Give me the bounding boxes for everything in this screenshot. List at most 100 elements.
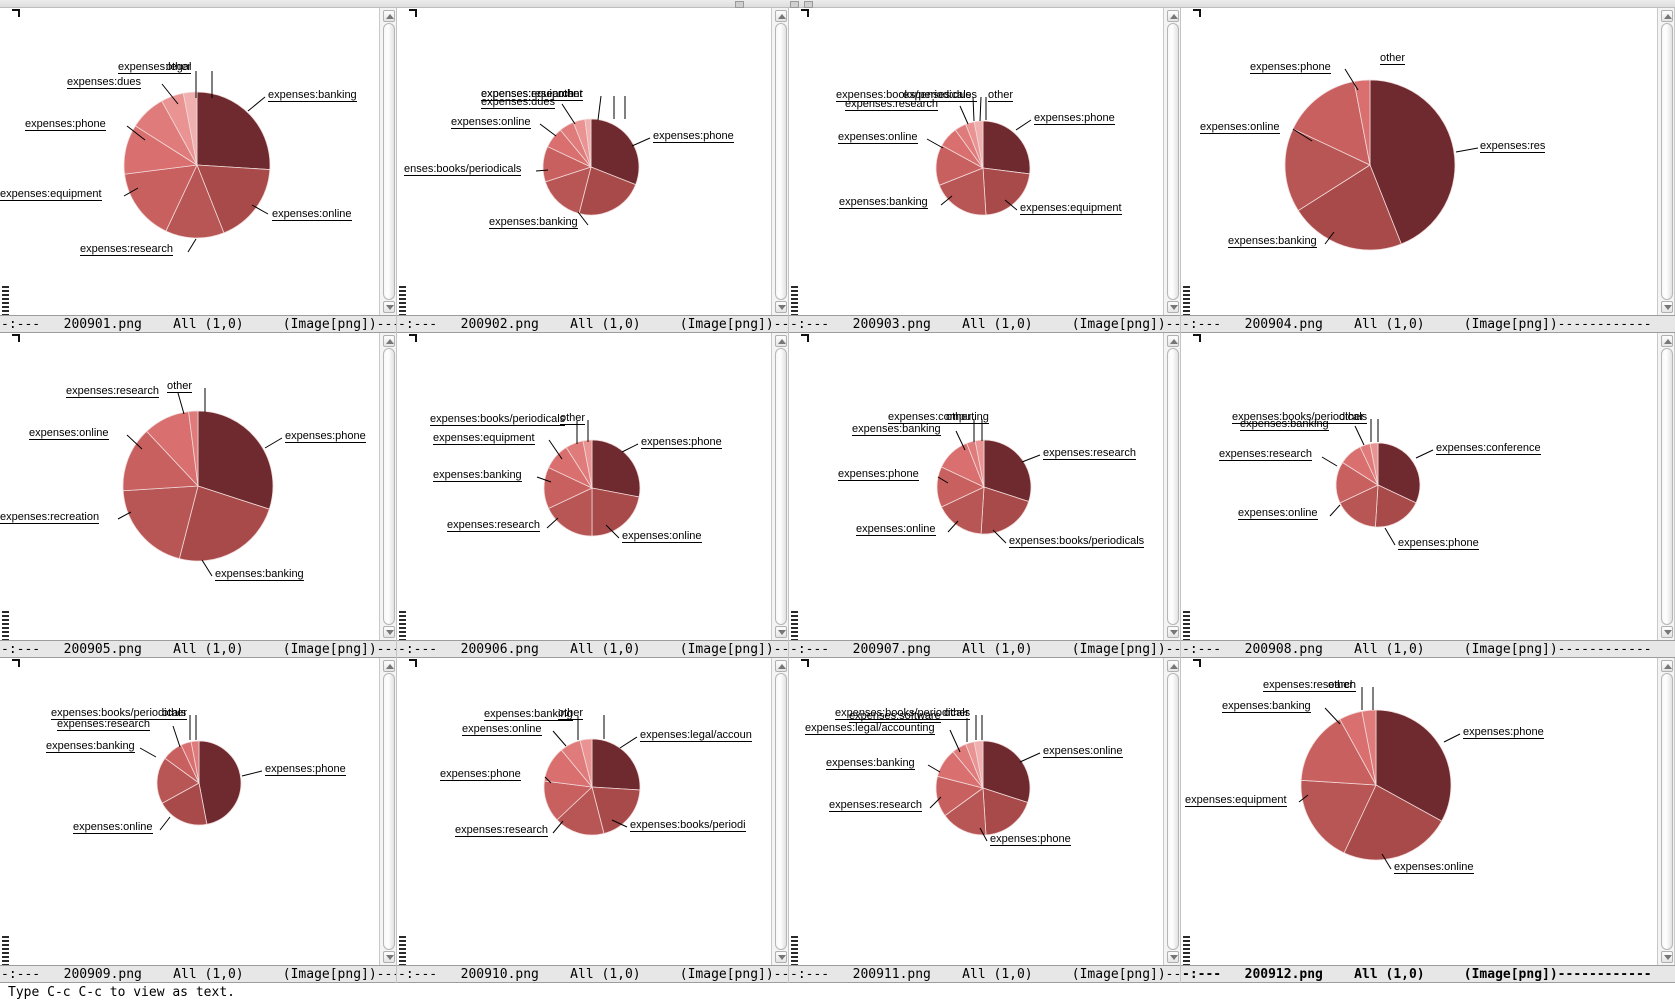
modeline[interactable]: -:--- 200903.png All (1,0) (Image[png])-… — [789, 315, 1181, 333]
image-window[interactable]: expenses:banking expenses:online expenses:… — [0, 8, 397, 333]
image-window[interactable]: expenses:conference expenses:phone expense… — [1181, 333, 1675, 658]
image-window[interactable]: expenses:phone expenses:banking enses:book… — [397, 8, 789, 333]
image-display-area[interactable]: expenses:online expenses:phone expenses:re… — [789, 658, 1181, 965]
vertical-scrollbar[interactable] — [1657, 8, 1675, 315]
vertical-scrollbar[interactable] — [1657, 333, 1675, 640]
modeline[interactable]: -:--- 200909.png All (1,0) (Image[png])-… — [0, 965, 397, 983]
print-icon[interactable] — [804, 1, 813, 8]
scroll-up-arrow-icon[interactable] — [1661, 335, 1673, 347]
vertical-scrollbar[interactable] — [1163, 658, 1181, 965]
image-display-area[interactable]: expenses:phone expenses:banking expenses:r… — [0, 333, 397, 640]
scroll-down-arrow-icon[interactable] — [775, 951, 787, 963]
vertical-scrollbar[interactable] — [1163, 333, 1181, 640]
scrollbar-thumb[interactable] — [775, 673, 787, 950]
image-display-area[interactable]: expenses:phone expenses:online expenses:re… — [397, 333, 789, 640]
modeline[interactable]: -:--- 200912.png All (1,0) (Image[png])-… — [1181, 965, 1675, 983]
image-display-area[interactable]: expenses:banking expenses:online expenses:… — [0, 8, 397, 315]
image-window[interactable]: expenses:online expenses:phone expenses:re… — [789, 658, 1181, 983]
vertical-scrollbar[interactable] — [379, 8, 397, 315]
window-divider[interactable] — [1180, 658, 1181, 983]
image-display-area[interactable]: expenses:phone expenses:online expenses:eq… — [1181, 658, 1675, 965]
modeline[interactable]: -:--- 200911.png All (1,0) (Image[png])-… — [789, 965, 1181, 983]
window-divider[interactable] — [788, 8, 789, 333]
vertical-scrollbar[interactable] — [771, 333, 789, 640]
vertical-scrollbar[interactable] — [1163, 8, 1181, 315]
scrollbar-thumb[interactable] — [383, 23, 395, 300]
scrollbar-thumb[interactable] — [383, 348, 395, 625]
window-divider[interactable] — [396, 8, 397, 333]
window-divider[interactable] — [1180, 333, 1181, 658]
modeline[interactable]: -:--- 200905.png All (1,0) (Image[png])-… — [0, 640, 397, 658]
scrollbar-thumb[interactable] — [1661, 348, 1673, 625]
modeline[interactable]: -:--- 200907.png All (1,0) (Image[png])-… — [789, 640, 1181, 658]
scroll-up-arrow-icon[interactable] — [1661, 660, 1673, 672]
image-display-area[interactable]: expenses:res expenses:banking expenses:onl… — [1181, 8, 1675, 315]
echo-area: Type C-c C-c to view as text. — [0, 983, 1675, 1004]
modeline[interactable]: -:--- 200910.png All (1,0) (Image[png])-… — [397, 965, 789, 983]
scrollbar-thumb[interactable] — [1167, 348, 1179, 625]
toolbar[interactable] — [0, 0, 1675, 8]
scroll-down-arrow-icon[interactable] — [1661, 626, 1673, 638]
scroll-up-arrow-icon[interactable] — [1661, 10, 1673, 22]
image-window[interactable]: expenses:res expenses:banking expenses:onl… — [1181, 8, 1675, 333]
image-window[interactable]: expenses:research expenses:books/periodic… — [789, 333, 1181, 658]
modeline[interactable]: -:--- 200906.png All (1,0) (Image[png])-… — [397, 640, 789, 658]
scroll-up-arrow-icon[interactable] — [383, 660, 395, 672]
scroll-down-arrow-icon[interactable] — [1661, 951, 1673, 963]
scrollbar-thumb[interactable] — [1167, 23, 1179, 300]
scroll-down-arrow-icon[interactable] — [1167, 626, 1179, 638]
modeline[interactable]: -:--- 200904.png All (1,0) (Image[png])-… — [1181, 315, 1675, 333]
scrollbar-thumb[interactable] — [1661, 673, 1673, 950]
label-leader-line — [605, 524, 620, 539]
image-display-area[interactable]: expenses:phone expenses:banking enses:book… — [397, 8, 789, 315]
vertical-scrollbar[interactable] — [1657, 658, 1675, 965]
scroll-down-arrow-icon[interactable] — [1661, 301, 1673, 313]
vertical-scrollbar[interactable] — [379, 658, 397, 965]
scroll-down-arrow-icon[interactable] — [775, 626, 787, 638]
modeline[interactable]: -:--- 200908.png All (1,0) (Image[png])-… — [1181, 640, 1675, 658]
scrollbar-thumb[interactable] — [775, 348, 787, 625]
scroll-down-arrow-icon[interactable] — [775, 301, 787, 313]
scroll-down-arrow-icon[interactable] — [383, 301, 395, 313]
scrollbar-thumb[interactable] — [1167, 673, 1179, 950]
scroll-down-arrow-icon[interactable] — [1167, 951, 1179, 963]
image-window[interactable]: expenses:legal/accoun expenses:books/peri… — [397, 658, 789, 983]
scroll-down-arrow-icon[interactable] — [383, 626, 395, 638]
image-display-area[interactable]: expenses:conference expenses:phone expense… — [1181, 333, 1675, 640]
open-icon[interactable] — [790, 1, 799, 8]
scroll-up-arrow-icon[interactable] — [1167, 335, 1179, 347]
image-display-area[interactable]: expenses:phone expenses:equipment expenses… — [789, 8, 1181, 315]
scroll-up-arrow-icon[interactable] — [383, 335, 395, 347]
vertical-scrollbar[interactable] — [379, 333, 397, 640]
window-divider[interactable] — [788, 658, 789, 983]
image-window[interactable]: expenses:phone expenses:online expenses:eq… — [1181, 658, 1675, 983]
scrollbar-thumb[interactable] — [1661, 23, 1673, 300]
window-divider[interactable] — [396, 333, 397, 658]
modeline[interactable]: -:--- 200901.png All (1,0) (Image[png])-… — [0, 315, 397, 333]
scrollbar-thumb[interactable] — [383, 673, 395, 950]
scroll-up-arrow-icon[interactable] — [775, 335, 787, 347]
scroll-up-arrow-icon[interactable] — [1167, 10, 1179, 22]
modeline[interactable]: -:--- 200902.png All (1,0) (Image[png])-… — [397, 315, 789, 333]
image-window[interactable]: expenses:phone expenses:equipment expenses… — [789, 8, 1181, 333]
scroll-up-arrow-icon[interactable] — [383, 10, 395, 22]
image-window[interactable]: expenses:phone expenses:online expenses:re… — [397, 333, 789, 658]
scroll-down-arrow-icon[interactable] — [383, 951, 395, 963]
window-divider[interactable] — [1180, 8, 1181, 333]
window-divider[interactable] — [788, 333, 789, 658]
image-display-area[interactable]: expenses:research expenses:books/periodic… — [789, 333, 1181, 640]
scroll-up-arrow-icon[interactable] — [1167, 660, 1179, 672]
scroll-up-arrow-icon[interactable] — [775, 10, 787, 22]
vertical-scrollbar[interactable] — [771, 8, 789, 315]
vertical-scrollbar[interactable] — [771, 658, 789, 965]
scrollbar-thumb[interactable] — [775, 23, 787, 300]
left-fringe — [1181, 8, 1192, 315]
scroll-up-arrow-icon[interactable] — [775, 660, 787, 672]
window-divider[interactable] — [396, 658, 397, 983]
image-window[interactable]: expenses:phone expenses:banking expenses:r… — [0, 333, 397, 658]
scroll-down-arrow-icon[interactable] — [1167, 301, 1179, 313]
image-window[interactable]: expenses:phone expenses:online expenses:ba… — [0, 658, 397, 983]
image-display-area[interactable]: expenses:legal/accoun expenses:books/peri… — [397, 658, 789, 965]
save-icon[interactable] — [735, 1, 744, 8]
image-display-area[interactable]: expenses:phone expenses:online expenses:ba… — [0, 658, 397, 965]
